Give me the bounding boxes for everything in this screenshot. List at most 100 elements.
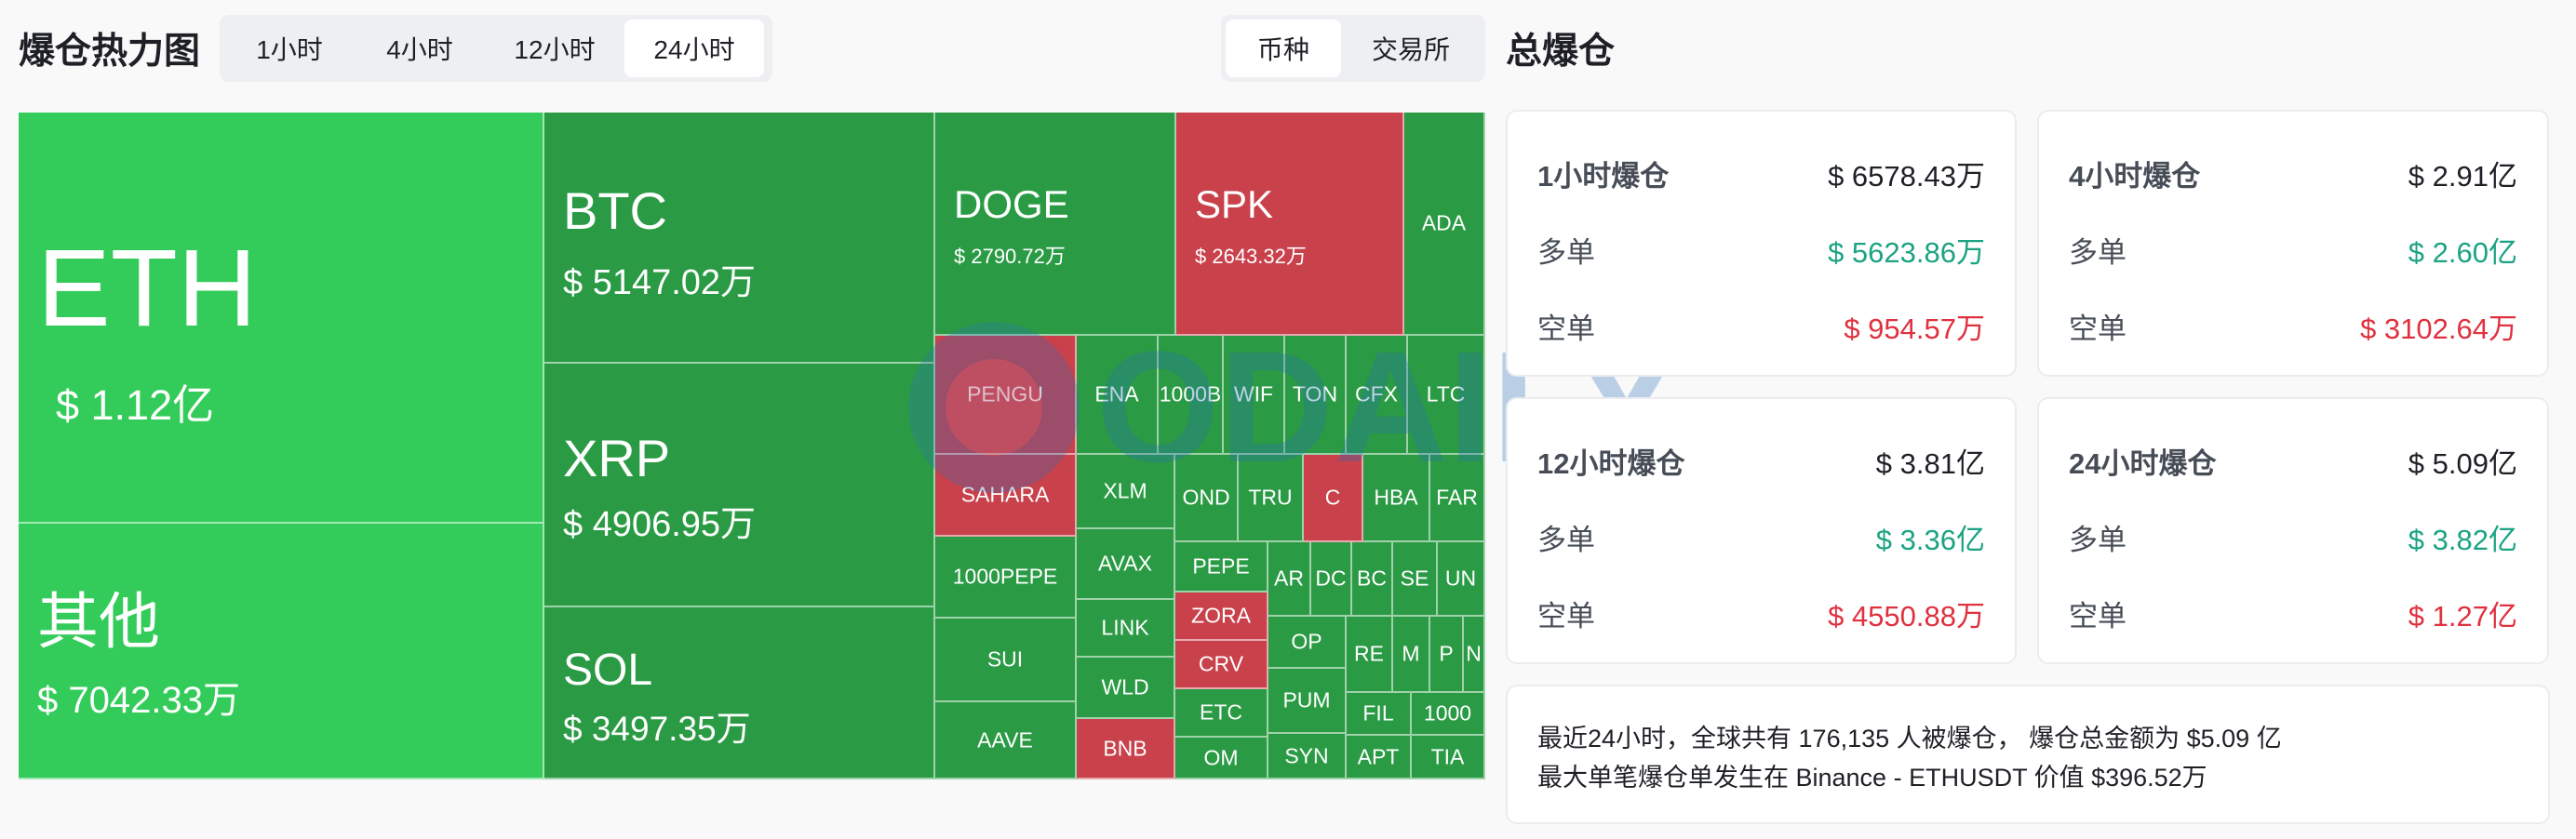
liquidation-heatmap: ETH $ 1.12亿 其他 $ 7042.33万 BTC $ 5147.02万… (19, 113, 1485, 779)
tile-symbol: PUM (1282, 687, 1331, 712)
short-label: 空单 (1537, 312, 1595, 345)
tile-coin[interactable]: AVAX (1077, 529, 1175, 600)
tile-symbol: M (1402, 641, 1420, 666)
tile-symbol: P (1439, 641, 1454, 666)
tile-coin[interactable]: PUM (1268, 669, 1347, 734)
stats-card-24h: 24小时爆仓 $ 5.09亿 多单 $ 3.82亿 空单 $ 1.27亿 (2037, 397, 2549, 664)
tab-coin[interactable]: 币种 (1226, 20, 1341, 77)
summary-line-2: 最大单笔爆仓单发生在 Binance - ETHUSDT 价值 $396.52万 (1537, 764, 2207, 792)
long-value: $ 5623.86万 (1828, 235, 1985, 269)
tile-symbol: DOGE (954, 182, 1069, 226)
tile-coin[interactable]: 1000PEPE (935, 537, 1077, 619)
tile-symbol: 1000 (1423, 700, 1472, 726)
tile-coin[interactable]: M (1393, 617, 1430, 693)
card-title: 12小时爆仓 (1537, 446, 1685, 480)
tile-symbol: BTC (563, 181, 667, 240)
tile-coin[interactable]: ZORA (1175, 593, 1268, 641)
long-value: $ 3.82亿 (2408, 523, 2517, 556)
tile-coin[interactable]: SAHARA (935, 455, 1077, 537)
long-label: 多单 (1537, 235, 1595, 269)
tile-symbol: N (1466, 641, 1482, 666)
short-label: 空单 (2069, 599, 2127, 633)
tile-coin[interactable]: BC (1352, 542, 1393, 617)
tile-symbol: SYN (1284, 743, 1329, 767)
tile-value: $ 4906.95万 (563, 505, 757, 544)
tile-coin[interactable]: SYN (1268, 734, 1347, 779)
tile-symbol: LTC (1426, 381, 1466, 406)
tile-coin[interactable]: ENA (1077, 336, 1159, 455)
tile-btc[interactable]: BTC $ 5147.02万 (544, 113, 935, 364)
tile-coin[interactable]: TON (1285, 336, 1347, 455)
summary-note: 最近24小时，全球共有 176,135 人被爆仓， 爆仓总金额为 $5.09 亿… (1506, 685, 2550, 824)
tile-coin[interactable]: C (1304, 455, 1363, 542)
tile-ada[interactable]: ADA (1404, 113, 1485, 336)
tile-coin[interactable]: FIL (1347, 693, 1412, 736)
tile-spk[interactable]: SPK $ 2643.32万 (1176, 113, 1404, 336)
tile-coin[interactable]: OM (1175, 738, 1268, 779)
short-value: $ 3102.64万 (2360, 312, 2517, 345)
tile-symbol: FAR (1436, 485, 1478, 510)
tile-coin[interactable]: AAVE (935, 702, 1077, 779)
tile-coin[interactable]: TRU (1239, 455, 1304, 542)
tile-coin[interactable]: BNB (1077, 719, 1175, 779)
tile-coin[interactable]: DC (1311, 542, 1352, 617)
tile-symbol: SPK (1195, 182, 1274, 226)
tile-symbol: SUI (986, 646, 1024, 672)
tile-coin[interactable]: LTC (1408, 336, 1485, 455)
tile-symbol: PENGU (967, 381, 1043, 406)
tab-12h[interactable]: 12小时 (514, 35, 596, 64)
tile-coin[interactable]: WLD (1077, 658, 1175, 719)
tab-exchange[interactable]: 交易所 (1371, 35, 1450, 64)
tile-symbol: PEPE (1192, 553, 1250, 579)
tile-coin[interactable]: FAR (1430, 455, 1485, 542)
tile-coin[interactable]: P (1430, 617, 1464, 693)
tab-4h[interactable]: 4小时 (386, 35, 453, 64)
tile-symbol: OM (1203, 745, 1239, 769)
tile-symbol: ENA (1094, 381, 1139, 406)
tile-symbol: HBA (1374, 485, 1418, 510)
tile-xrp[interactable]: XRP $ 4906.95万 (544, 364, 935, 607)
tile-coin[interactable]: WIF (1224, 336, 1285, 455)
tab-1h[interactable]: 1小时 (256, 35, 323, 64)
tile-other[interactable]: 其他 $ 7042.33万 (19, 524, 544, 779)
tile-symbol: BNB (1103, 736, 1147, 760)
tile-symbol: OND (1182, 485, 1230, 510)
tile-coin[interactable]: APT (1347, 736, 1412, 779)
long-label: 多单 (1537, 523, 1595, 556)
tile-sol[interactable]: SOL $ 3497.35万 (544, 607, 935, 779)
tile-symbol: UN (1444, 566, 1477, 591)
tile-symbol: ETC (1200, 699, 1242, 725)
tile-coin[interactable]: TIA (1412, 736, 1485, 779)
tile-coin[interactable]: 1000B (1159, 336, 1224, 455)
tile-symbol: APT (1357, 744, 1400, 768)
tile-eth[interactable]: ETH $ 1.12亿 (19, 113, 544, 524)
tile-coin[interactable]: SE (1393, 542, 1438, 617)
tile-coin[interactable]: PENGU (935, 336, 1077, 455)
tile-coin[interactable]: ETC (1175, 689, 1268, 738)
total-liquidation-title: 总爆仓 (1506, 32, 1616, 72)
tile-coin[interactable]: OP (1268, 617, 1347, 669)
long-value: $ 3.36亿 (1875, 523, 1985, 556)
tile-doge[interactable]: DOGE $ 2790.72万 (935, 113, 1176, 336)
card-title: 24小时爆仓 (2069, 446, 2217, 480)
tile-coin[interactable]: N (1464, 617, 1485, 693)
tile-coin[interactable]: LINK (1077, 600, 1175, 658)
tile-coin[interactable]: XLM (1077, 455, 1175, 529)
tile-coin[interactable]: RE (1347, 617, 1393, 693)
tile-coin[interactable]: SUI (935, 619, 1077, 702)
tile-coin[interactable]: HBA (1363, 455, 1430, 542)
tile-coin[interactable]: PEPE (1175, 542, 1268, 593)
tile-symbol: WLD (1101, 674, 1149, 699)
tile-symbol: SAHARA (960, 482, 1050, 507)
tile-coin[interactable]: OND (1175, 455, 1239, 542)
tile-coin[interactable]: 1000 (1412, 693, 1485, 736)
tile-symbol: AVAX (1098, 551, 1152, 576)
tile-coin[interactable]: CFX (1347, 336, 1408, 455)
tab-24h[interactable]: 24小时 (624, 20, 764, 77)
tile-coin[interactable]: AR (1268, 542, 1311, 617)
tile-coin[interactable]: UN (1438, 542, 1485, 617)
tile-symbol: 其他 (37, 587, 160, 656)
tile-value: $ 1.12亿 (56, 381, 215, 429)
tile-coin[interactable]: CRV (1175, 641, 1268, 689)
tile-symbol: CRV (1198, 651, 1244, 676)
